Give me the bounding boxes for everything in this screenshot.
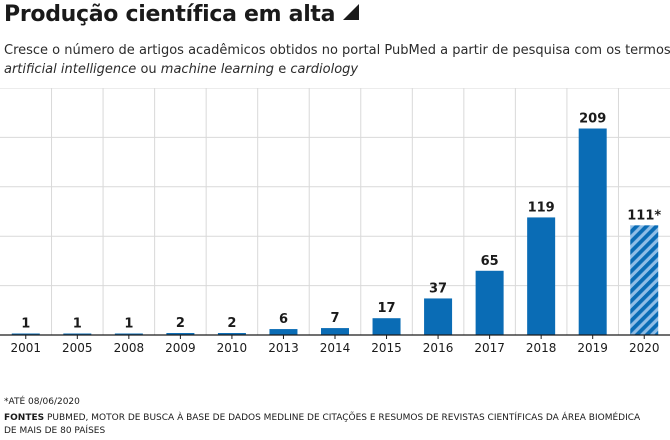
- value-label-2013: 6: [279, 312, 288, 327]
- value-label-2005: 1: [73, 317, 82, 332]
- bar-2017: [475, 270, 504, 335]
- value-label-2020: 111*: [627, 208, 661, 223]
- value-label-2014: 7: [330, 311, 339, 326]
- subtitle-term-2: machine learning: [160, 62, 275, 77]
- value-label-2019: 209: [579, 112, 606, 127]
- chart-title-text: Produção científica em alta: [4, 2, 336, 27]
- subtitle-term-1: artificial intelligence: [4, 62, 137, 77]
- subtitle-term-3: cardiology: [290, 62, 359, 77]
- subtitle-joiner-2: e: [278, 62, 287, 77]
- corner-triangle-icon: [343, 4, 360, 20]
- sources-label: FONTES: [4, 413, 45, 423]
- x-tick-label-2010: 2010: [217, 341, 248, 355]
- x-tick-label-2005: 2005: [62, 341, 93, 355]
- x-tick-label-2008: 2008: [114, 341, 145, 355]
- chart-subtitle: Cresce o número de artigos acadêmicos ob…: [4, 41, 670, 79]
- x-tick-label-2014: 2014: [320, 341, 351, 355]
- bar-2001: [11, 333, 40, 335]
- subtitle-line-1: Cresce o número de artigos acadêmicos ob…: [4, 43, 670, 58]
- x-tick-label-2019: 2019: [577, 341, 608, 355]
- chart-title: Produção científica em alta: [4, 2, 360, 27]
- value-label-2016: 37: [429, 281, 447, 296]
- x-tick-label-2009: 2009: [165, 341, 196, 355]
- bar-2009: [166, 333, 195, 335]
- x-tick-label-2015: 2015: [371, 341, 402, 355]
- bar-2005: [63, 333, 92, 335]
- subtitle-line-2: artificial intelligence ou machine learn…: [4, 60, 670, 79]
- bar-chart: 1 2001 1 2005 1 2008 2 2009 2 2010 6 2013 7 2014 17 201…: [0, 88, 670, 355]
- bar-2020: [630, 225, 659, 335]
- value-label-2009: 2: [176, 316, 185, 331]
- value-label-2017: 65: [481, 254, 499, 269]
- bar-2014: [321, 328, 349, 335]
- sources-text: PUBMED, MOTOR DE BUSCA À BASE DE DADOS M…: [4, 413, 641, 436]
- value-label-2015: 17: [377, 301, 395, 316]
- bar-2019: [578, 128, 607, 335]
- value-label-2001: 1: [21, 317, 30, 332]
- bar-2015: [372, 318, 401, 335]
- x-tick-label-2017: 2017: [474, 341, 505, 355]
- value-label-2008: 1: [124, 317, 133, 332]
- subtitle-joiner-1: ou: [140, 62, 157, 77]
- x-tick-label-2013: 2013: [268, 341, 299, 355]
- x-tick-label-2001: 2001: [10, 341, 41, 355]
- bar-2013: [269, 329, 298, 335]
- x-tick-label-2018: 2018: [526, 341, 557, 355]
- bar-2016: [424, 298, 453, 335]
- x-tick-label-2016: 2016: [423, 341, 454, 355]
- bar-2010: [217, 333, 246, 335]
- bar-2008: [114, 333, 143, 335]
- sources-note: FONTES PUBMED, MOTOR DE BUSCA À BASE DE …: [4, 412, 644, 438]
- bar-2018: [527, 217, 556, 335]
- x-tick-label-2020: 2020: [629, 341, 660, 355]
- footnote: *ATÉ 08/06/2020: [4, 397, 80, 407]
- value-label-2010: 2: [227, 316, 236, 331]
- value-label-2018: 119: [528, 200, 555, 215]
